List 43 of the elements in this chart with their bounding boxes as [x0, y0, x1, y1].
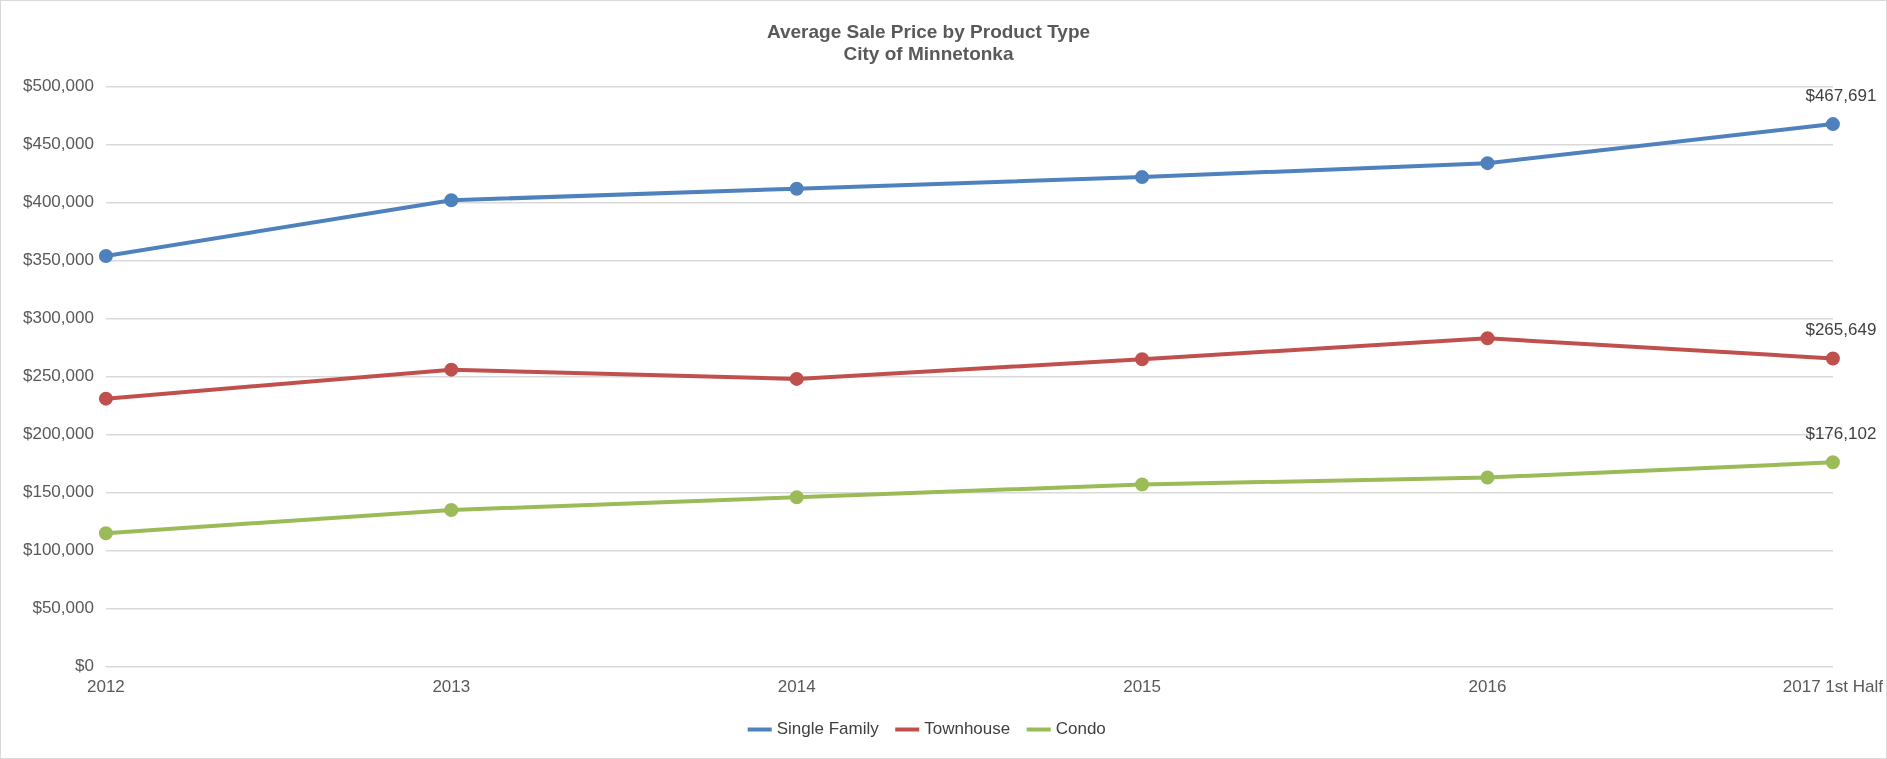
point [1480, 470, 1495, 485]
point [1480, 156, 1495, 171]
point [789, 181, 804, 196]
y-tick-label: $100,000 [23, 540, 94, 560]
y-tick-label: $200,000 [23, 424, 94, 444]
y-tick-label: $350,000 [23, 250, 94, 270]
point [1825, 117, 1840, 132]
point [444, 193, 459, 208]
x-tick-label: 2012 [86, 677, 125, 697]
point [789, 371, 804, 386]
y-tick-label: $450,000 [23, 134, 94, 154]
point [98, 526, 113, 541]
x-tick-label: 2017 1st Half [1782, 677, 1884, 697]
chart-title: Average Sale Price by Product Type [766, 20, 1091, 42]
x-tick-label: 2013 [432, 677, 471, 697]
point [1135, 170, 1150, 185]
legend-label: Single Family [776, 719, 880, 739]
x-tick-label: 2015 [1123, 677, 1162, 697]
y-tick-label: $50,000 [32, 598, 94, 618]
y-tick-label: $150,000 [23, 482, 94, 502]
data-label: $176,102 [1805, 424, 1877, 444]
point [789, 490, 804, 505]
point [1135, 477, 1150, 492]
point [1825, 455, 1840, 470]
point [444, 503, 459, 517]
point [1480, 331, 1495, 346]
point [1135, 352, 1150, 367]
y-tick-label: $500,000 [23, 76, 94, 96]
point [1825, 351, 1840, 366]
y-tick-label: $0 [74, 656, 94, 676]
point [98, 391, 113, 406]
y-tick-label: $400,000 [23, 192, 94, 212]
data-label: $467,691 [1805, 85, 1877, 105]
point [98, 248, 113, 263]
x-tick-label: 2014 [777, 677, 816, 697]
chart-subtitle: City of Minnetonka [843, 43, 1014, 65]
x-tick-label: 2016 [1468, 677, 1507, 697]
point [444, 362, 459, 377]
data-label: $265,649 [1805, 320, 1877, 340]
y-tick-label: $300,000 [23, 308, 94, 328]
y-tick-label: $250,000 [23, 366, 94, 386]
legend-label: Condo [1055, 719, 1106, 739]
legend-label: Townhouse [924, 719, 1011, 739]
